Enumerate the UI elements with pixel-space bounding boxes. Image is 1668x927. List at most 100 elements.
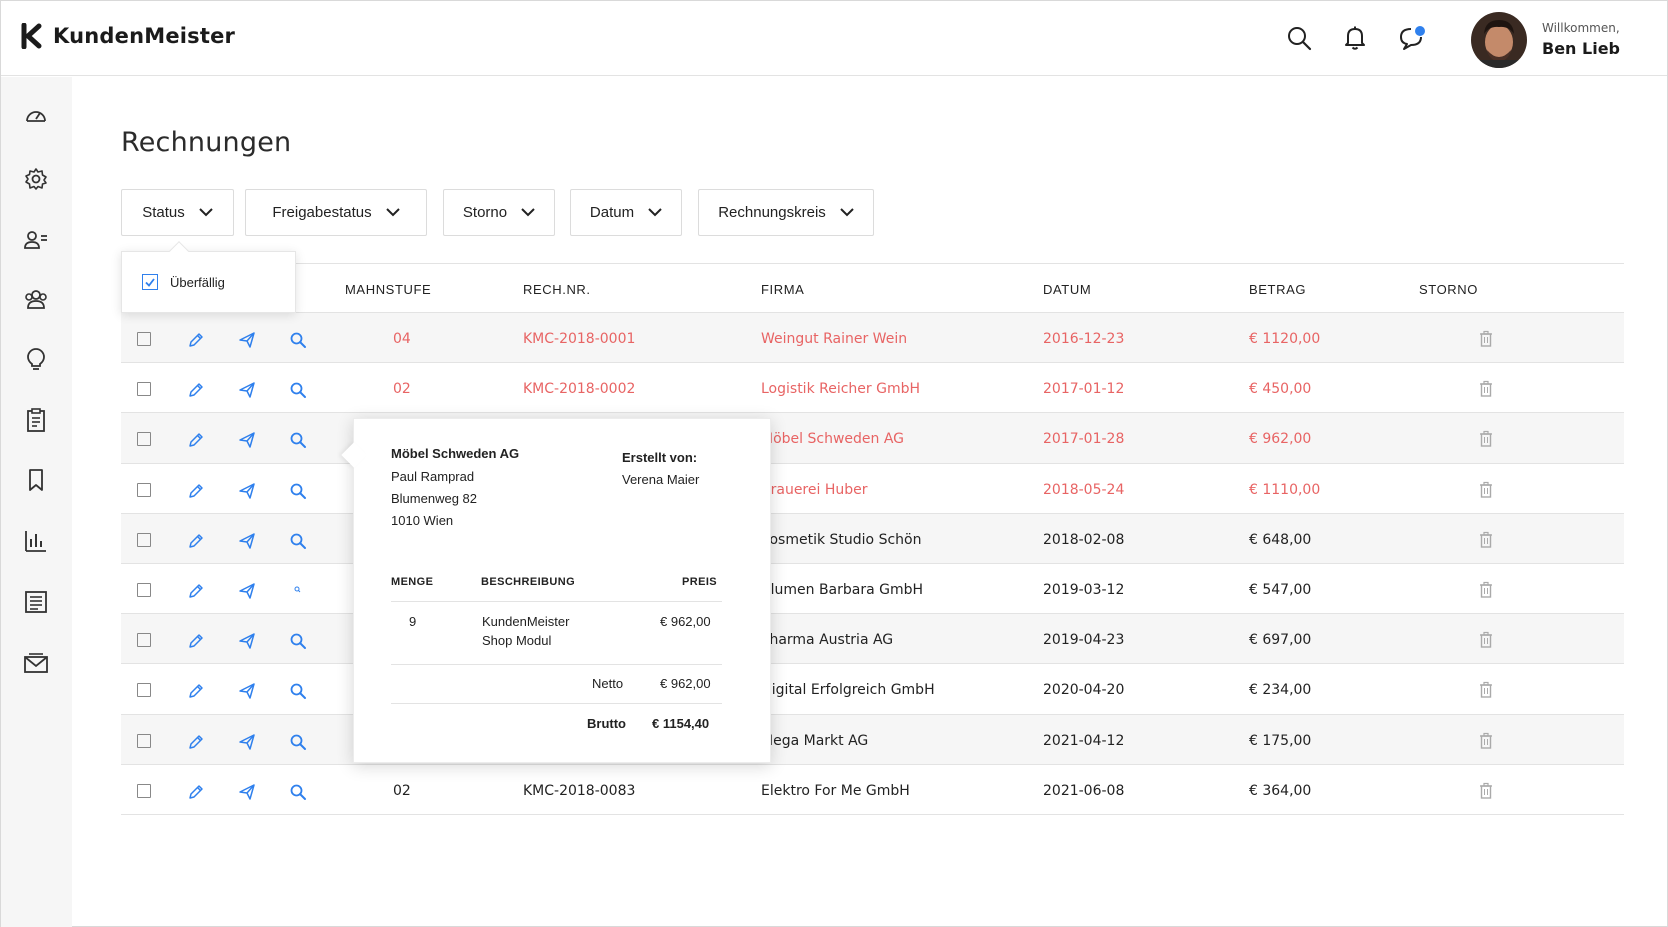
col-datum[interactable]: DATUM [1043,282,1092,297]
edit-icon[interactable] [187,682,205,700]
edit-icon[interactable] [187,431,205,449]
edit-icon[interactable] [187,582,205,600]
bookmark-icon[interactable] [23,467,49,493]
trash-icon[interactable] [1478,782,1494,800]
row-checkbox[interactable] [137,482,151,497]
row-checkbox[interactable] [137,683,151,698]
col-rechnr[interactable]: RECH.NR. [523,282,591,297]
col-mahnstufe[interactable]: MAHNSTUFE [345,282,432,297]
trash-icon[interactable] [1478,380,1494,398]
checkbox-checked[interactable] [142,274,158,290]
send-icon[interactable] [238,482,256,500]
chevron-down-icon [199,208,213,217]
row-checkbox[interactable] [137,783,151,798]
send-icon[interactable] [238,682,256,700]
settings-icon[interactable] [23,166,49,192]
table-row[interactable]: Kosmetik Studio Schön 2018-02-08 € 648,00 [121,513,1624,564]
trash-icon[interactable] [1478,430,1494,448]
pop-city: 1010 Wien [391,513,454,528]
row-checkbox[interactable] [137,532,151,547]
preview-search-icon[interactable] [289,582,307,600]
ideas-icon[interactable] [23,347,49,373]
preview-search-icon[interactable] [289,682,307,700]
edit-icon[interactable] [187,632,205,650]
edit-icon[interactable] [187,733,205,751]
search-icon[interactable] [1284,23,1314,53]
send-icon[interactable] [238,733,256,751]
pop-item-menge: 9 [409,614,417,629]
dashboard-icon[interactable] [23,103,49,129]
trash-icon[interactable] [1478,732,1494,750]
table-row[interactable]: Brauerei Huber 2018-05-24 € 1110,00 [121,464,1624,514]
cell-firma: Kosmetik Studio Schön [761,531,922,548]
filter-datum-button[interactable]: Datum [570,189,682,236]
trash-icon[interactable] [1478,531,1494,549]
pop-col-preis: PREIS [682,576,718,588]
trash-icon[interactable] [1478,330,1494,348]
edit-icon[interactable] [187,331,205,349]
avatar[interactable] [1471,12,1527,68]
row-checkbox[interactable] [137,382,151,397]
chat-icon[interactable] [1397,23,1427,53]
edit-icon[interactable] [187,783,205,801]
send-icon[interactable] [238,582,256,600]
cell-firma: Logistik Reicher GmbH [761,381,921,398]
cell-betrag: € 234,00 [1249,682,1312,699]
row-checkbox[interactable] [137,733,151,748]
preview-search-icon[interactable] [289,632,307,650]
groups-icon[interactable] [23,286,49,312]
trash-icon[interactable] [1478,631,1494,649]
row-checkbox[interactable] [137,583,151,597]
status-option-ueberfaellig[interactable]: Überfällig [142,274,225,290]
chart-icon[interactable] [23,528,49,554]
row-checkbox[interactable] [137,432,151,447]
cell-firma: Möbel Schweden AG [761,431,905,448]
filter-rechnungskreis-button[interactable]: Rechnungskreis [698,189,874,236]
preview-search-icon[interactable] [289,532,307,550]
send-icon[interactable] [238,632,256,650]
table-row[interactable]: Blumen Barbara GmbH 2019-03-12 € 547,00 [121,564,1624,615]
trash-icon[interactable] [1478,481,1494,499]
table-row[interactable]: Pharma Austria AG 2019-04-23 € 697,00 [121,614,1624,665]
filter-freigabestatus-button[interactable]: Freigabestatus [245,189,427,236]
trash-icon[interactable] [1478,681,1494,699]
bell-icon[interactable] [1340,23,1370,53]
send-icon[interactable] [238,532,256,550]
edit-icon[interactable] [187,381,205,399]
table-row[interactable]: 04 KMC-2018-0001 Weingut Rainer Wein 2016-1… [121,313,1624,364]
logo-text: KundenMeister [53,24,236,48]
preview-search-icon[interactable] [289,733,307,751]
edit-icon[interactable] [187,482,205,500]
cell-betrag: € 364,00 [1249,782,1312,799]
preview-search-icon[interactable] [289,431,307,449]
filter-status-button[interactable]: Status [121,189,234,236]
preview-search-icon[interactable] [289,381,307,399]
contacts-icon[interactable] [23,227,49,253]
cell-firma: Mega Markt AG [761,732,869,749]
send-icon[interactable] [238,431,256,449]
send-icon[interactable] [238,783,256,801]
preview-search-icon[interactable] [289,331,307,349]
row-checkbox[interactable] [137,633,151,648]
filter-storno-button[interactable]: Storno [443,189,555,236]
cell-mahnstufe: 04 [393,331,411,347]
send-icon[interactable] [238,331,256,349]
logo[interactable]: KundenMeister [21,23,235,49]
preview-search-icon[interactable] [289,482,307,500]
table-row[interactable]: Digital Erfolgreich GmbH 2020-04-20 € 234,… [121,664,1624,715]
trash-icon[interactable] [1478,581,1494,599]
col-betrag[interactable]: BETRAG [1249,282,1307,297]
send-icon[interactable] [238,381,256,399]
edit-icon[interactable] [187,532,205,550]
col-storno[interactable]: STORNO [1419,282,1478,297]
mail-icon[interactable] [23,650,49,676]
table-row[interactable]: 02 KMC-2018-0083 Elektro For Me GmbH 2021-0… [121,765,1624,815]
cell-betrag: € 1110,00 [1249,481,1321,498]
table-row[interactable]: 02 KMC-2018-0002 Logistik Reicher GmbH 2017… [121,363,1624,414]
col-firma[interactable]: FIRMA [761,282,805,297]
preview-search-icon[interactable] [289,783,307,801]
clipboard-icon[interactable] [23,407,49,433]
list-icon[interactable] [23,589,49,615]
row-checkbox[interactable] [137,332,151,346]
